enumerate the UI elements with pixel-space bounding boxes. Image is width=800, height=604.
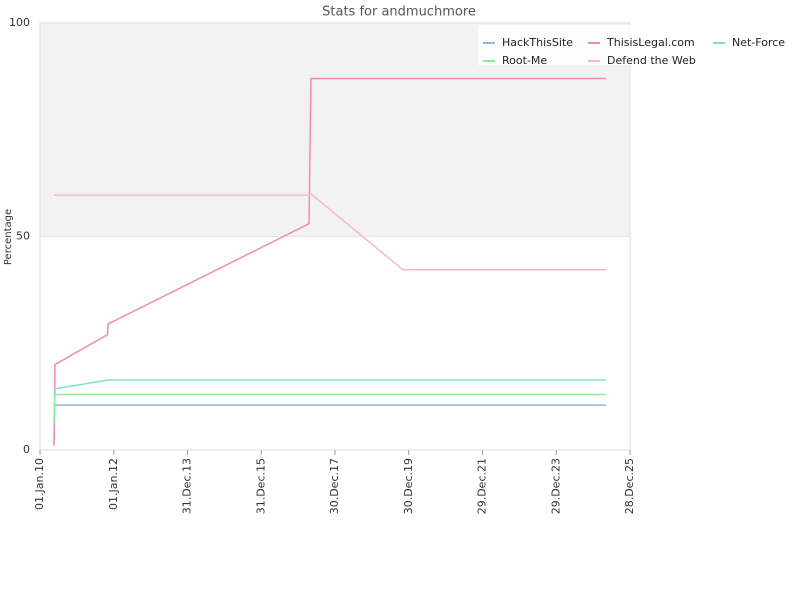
- line: [53, 77, 606, 446]
- grid-band: [40, 236, 630, 450]
- x-tick-label: 30.Dec.17: [328, 458, 341, 514]
- y-tick-label: 100: [9, 16, 30, 29]
- x-tick-label: 01.Jan.10: [33, 458, 46, 510]
- x-tick-label: 01.Jan.12: [107, 458, 120, 510]
- y-tick-label: 0: [23, 443, 30, 456]
- x-tick-label: 30.Dec.19: [402, 458, 415, 514]
- x-tick-label: 31.Dec.13: [181, 458, 194, 514]
- x-tick-label: 31.Dec.15: [254, 458, 267, 514]
- y-tick-label: 50: [16, 230, 30, 243]
- x-tick-label: 29.Dec.23: [549, 458, 562, 514]
- x-tick-label: 29.Dec.21: [476, 458, 489, 514]
- legend-label: HackThisSite: [502, 36, 573, 49]
- legend-label: Defend the Web: [607, 54, 696, 67]
- chart-title: Stats for andmuchmore: [322, 5, 476, 20]
- x-tick-label: 28.Dec.25: [623, 458, 636, 514]
- line: [53, 393, 606, 421]
- legend-box: [478, 25, 788, 65]
- legend-label: ThisisLegal.com: [606, 36, 695, 49]
- legend-label: Net-Force: [732, 36, 785, 49]
- legend-label: Root-Me: [502, 54, 547, 67]
- line: [54, 192, 606, 271]
- y-axis-label: Percentage: [3, 209, 14, 265]
